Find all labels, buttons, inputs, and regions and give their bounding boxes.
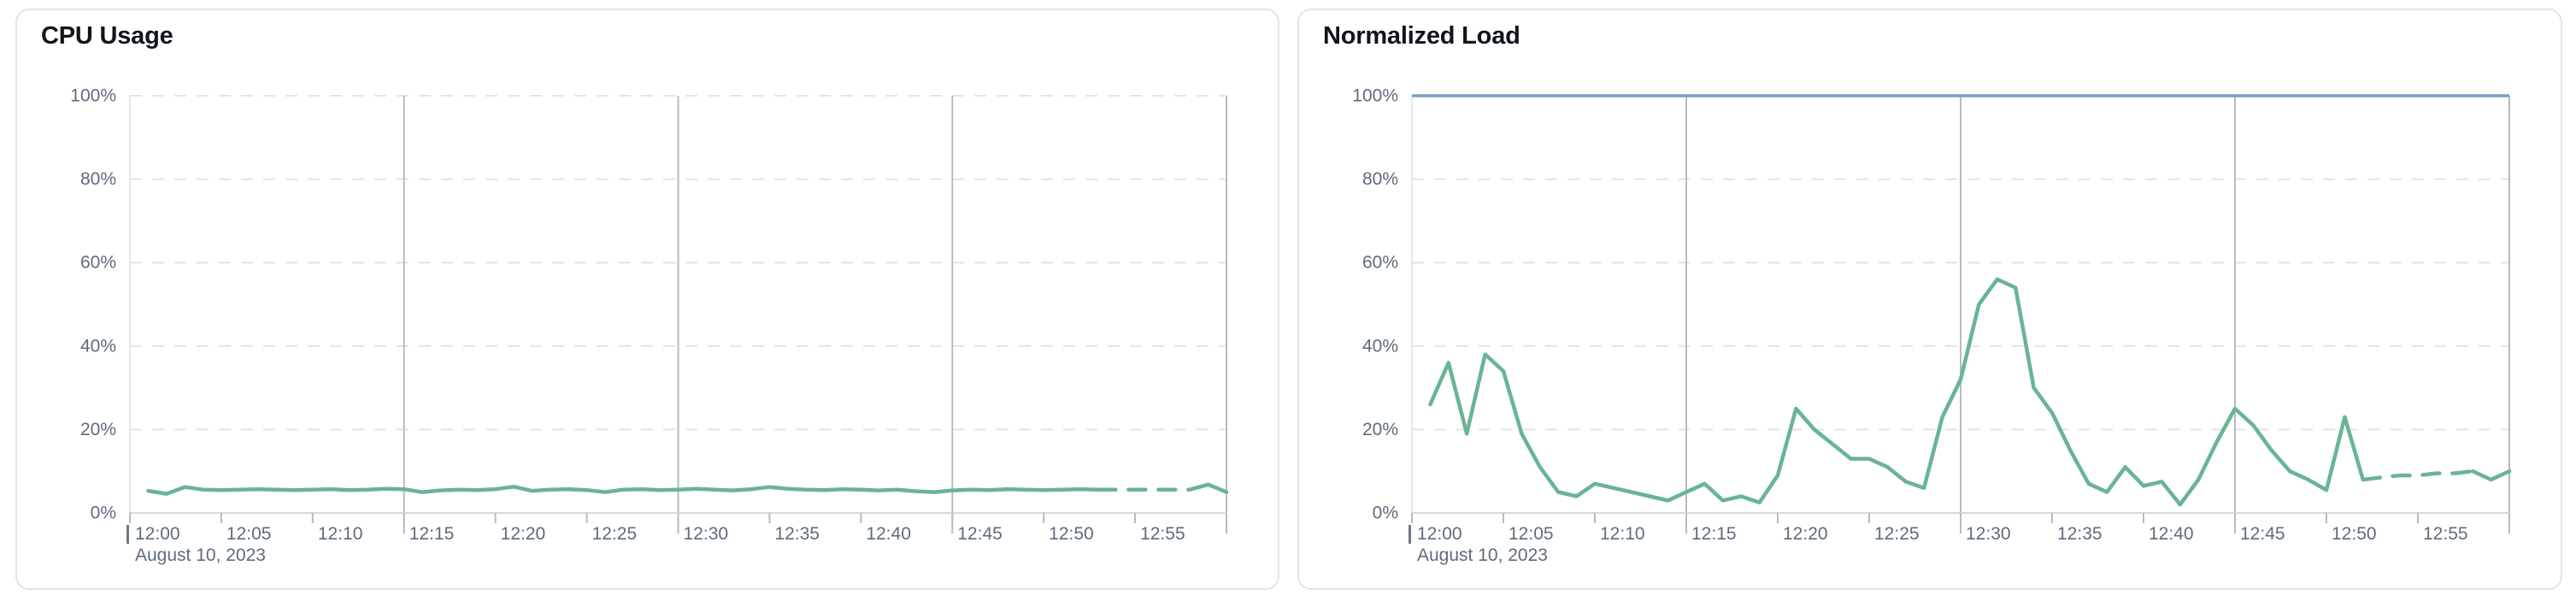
svg-text:12:15: 12:15 [1691,524,1737,544]
svg-text:20%: 20% [80,420,116,439]
svg-text:60%: 60% [80,253,116,273]
svg-text:12:30: 12:30 [1966,524,2011,544]
cpu-usage-line-chart[interactable]: 0% 20% 40% 60% 80% 100% 12:00 12:05 12:10 12:15 12… [17,10,1278,588]
svg-text:100%: 100% [1352,86,1398,106]
svg-text:12:55: 12:55 [2423,524,2468,544]
svg-text:12:50: 12:50 [2332,524,2377,544]
svg-text:12:00: 12:00 [1417,524,1462,544]
normalized-load-panel: Normalized Load 0% 20% 40% 60% 80% 100% 12:00 1… [1297,9,2562,590]
cpu-usage-panel: CPU Usage 0% 20% 40% 60% 80% 100% 12:00 12:05 12… [15,9,1279,590]
svg-text:12:30: 12:30 [684,524,729,544]
svg-text:0%: 0% [91,504,116,523]
svg-text:60%: 60% [1362,253,1398,273]
svg-text:12:05: 12:05 [1509,524,1554,544]
svg-text:12:40: 12:40 [866,524,911,544]
svg-text:12:45: 12:45 [2240,524,2285,544]
svg-text:80%: 80% [1362,169,1398,189]
svg-text:12:25: 12:25 [592,524,638,544]
svg-text:12:15: 12:15 [409,524,455,544]
svg-text:12:45: 12:45 [957,524,1003,544]
svg-text:12:10: 12:10 [318,524,363,544]
svg-text:12:00: 12:00 [135,524,180,544]
svg-text:12:35: 12:35 [774,524,820,544]
svg-text:40%: 40% [80,336,116,356]
normalized-load-chart-title: Normalized Load [1323,22,1520,50]
svg-text:12:40: 12:40 [2149,524,2194,544]
svg-text:0%: 0% [1373,504,1398,523]
svg-text:40%: 40% [1362,336,1398,356]
svg-text:12:25: 12:25 [1874,524,1920,544]
svg-text:August 10, 2023: August 10, 2023 [1417,545,1548,565]
svg-text:12:35: 12:35 [2057,524,2103,544]
svg-text:12:20: 12:20 [1783,524,1828,544]
cpu-usage-chart-title: CPU Usage [41,22,173,50]
svg-text:80%: 80% [80,169,116,189]
svg-text:12:50: 12:50 [1049,524,1094,544]
normalized-load-line-chart[interactable]: 0% 20% 40% 60% 80% 100% 12:00 12:05 12:10 12:15 12… [1299,10,2561,588]
svg-text:100%: 100% [70,86,116,106]
svg-text:August 10, 2023: August 10, 2023 [135,545,266,565]
svg-text:12:55: 12:55 [1140,524,1185,544]
svg-text:12:05: 12:05 [226,524,272,544]
svg-text:12:20: 12:20 [501,524,546,544]
svg-text:12:10: 12:10 [1600,524,1645,544]
svg-text:20%: 20% [1362,420,1398,439]
